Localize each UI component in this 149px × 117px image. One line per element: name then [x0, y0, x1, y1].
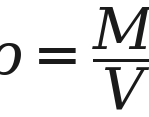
Text: $\rho = \dfrac{M}{V}$: $\rho = \dfrac{M}{V}$ — [0, 5, 149, 112]
